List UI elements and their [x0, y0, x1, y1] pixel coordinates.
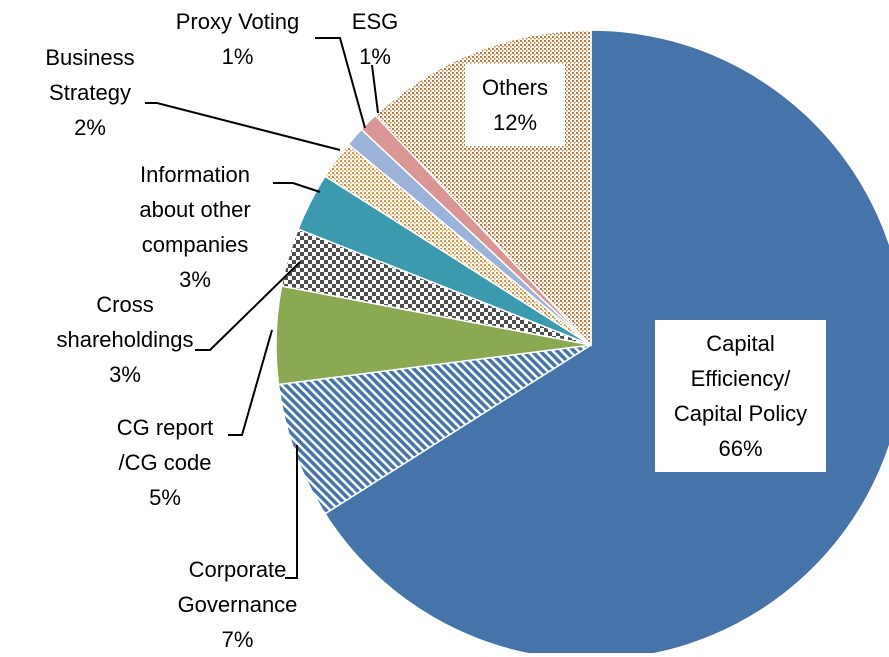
- slice-label: Corporate Governance 7%: [160, 552, 315, 657]
- leader-line: [145, 102, 341, 151]
- category-label: Corporate Governance: [177, 557, 298, 617]
- value-label: 5%: [149, 485, 181, 510]
- value-label: 3%: [109, 362, 141, 387]
- category-label: ESG: [351, 9, 399, 34]
- slice-label: Others 12%: [465, 64, 565, 146]
- leader-line: [315, 37, 366, 129]
- slice-label: Information about other companies 3%: [115, 157, 275, 297]
- category-label: Others: [481, 75, 549, 100]
- slice-label: Business Strategy 2%: [35, 40, 145, 145]
- leader-line: [285, 445, 298, 579]
- category-label: Business Strategy: [45, 45, 135, 105]
- value-label: 66%: [718, 436, 763, 461]
- slice-label: CG report /CG code 5%: [110, 410, 220, 515]
- slice-label: ESG 1%: [340, 4, 410, 74]
- value-label: 2%: [74, 115, 106, 140]
- leader-line: [228, 329, 273, 436]
- value-label: 3%: [179, 267, 211, 292]
- value-label: 12%: [492, 110, 538, 135]
- category-label: Cross shareholdings: [56, 292, 194, 352]
- slice-label: Proxy Voting 1%: [150, 4, 325, 74]
- slice-label: Cross shareholdings 3%: [40, 287, 210, 392]
- category-label: Capital Efficiency/ Capital Policy: [673, 331, 808, 426]
- category-label: Proxy Voting: [175, 9, 300, 34]
- slice-label: Capital Efficiency/ Capital Policy 66%: [655, 320, 826, 472]
- category-label: Information about other companies: [139, 162, 251, 257]
- leader-line: [371, 64, 379, 114]
- value-label: 1%: [221, 44, 254, 69]
- pie-slice: [324, 29, 889, 653]
- category-label: CG report /CG code: [116, 415, 214, 475]
- leader-line: [195, 261, 301, 351]
- value-label: 1%: [359, 44, 391, 69]
- value-label: 7%: [221, 627, 254, 652]
- leader-line: [273, 182, 321, 193]
- pie-slice: [277, 344, 592, 515]
